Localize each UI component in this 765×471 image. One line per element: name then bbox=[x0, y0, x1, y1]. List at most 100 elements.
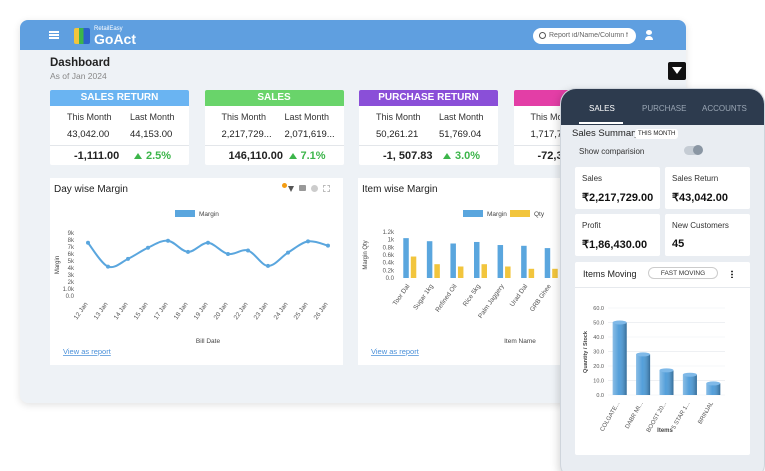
point bbox=[326, 243, 330, 248]
logo-small: RetailEasy bbox=[94, 26, 123, 32]
point bbox=[206, 240, 210, 245]
change: 7.1% bbox=[288, 150, 326, 162]
y-tick-label: 6k bbox=[68, 252, 75, 258]
bar bbox=[450, 243, 456, 278]
y-tick-label: 20.0 bbox=[593, 364, 604, 370]
more-menu[interactable] bbox=[731, 270, 733, 278]
phone-header bbox=[561, 89, 764, 125]
this-month-value: 2,217,729... bbox=[221, 129, 272, 140]
kpi-tile: Profit ₹1,86,430.00 bbox=[575, 214, 660, 256]
view-report-link[interactable]: View as report bbox=[63, 347, 112, 356]
difference: -72,3 bbox=[537, 150, 563, 162]
bar bbox=[505, 266, 511, 278]
logo: GoAct bbox=[94, 31, 136, 47]
tab[interactable]: ACCOUNTS bbox=[702, 104, 747, 113]
y-tick-label: 1.2k bbox=[383, 230, 395, 236]
decoration bbox=[311, 185, 318, 192]
kpi-tile: New Customers 45 bbox=[665, 214, 750, 256]
chart-title: Day wise Margin bbox=[54, 184, 128, 195]
kpi-value: ₹43,042.00 bbox=[672, 192, 728, 204]
decoration bbox=[672, 67, 682, 74]
kpi-value: ₹2,217,729.00 bbox=[582, 192, 654, 204]
bar bbox=[457, 266, 464, 278]
y-tick-label: 30.0 bbox=[593, 350, 604, 356]
bar-shade bbox=[706, 383, 721, 395]
tab[interactable]: SALES bbox=[589, 104, 615, 113]
page-title: Dashboard bbox=[50, 57, 111, 69]
point bbox=[146, 245, 150, 250]
bar bbox=[552, 268, 558, 278]
y-tick-label: 10.0 bbox=[593, 379, 604, 385]
card-header: PURCHASE RETURN bbox=[359, 90, 498, 106]
decoration bbox=[282, 183, 287, 188]
tab-indicator bbox=[579, 122, 623, 124]
y-tick-label: 0.0 bbox=[596, 393, 604, 399]
point bbox=[86, 240, 90, 245]
x-tick-label: GRB Ghee bbox=[529, 283, 553, 313]
point bbox=[106, 264, 110, 269]
card-label: Last Month bbox=[130, 112, 175, 122]
x-tick-label: Rice 5kg bbox=[462, 283, 482, 308]
y-tick-label: 7k bbox=[68, 245, 75, 251]
user-icon[interactable] bbox=[645, 30, 653, 40]
bar bbox=[410, 256, 417, 278]
y-axis-title: Margin Qty bbox=[363, 240, 369, 269]
bar bbox=[544, 248, 551, 278]
search-placeholder: Report id/Name/Column f bbox=[549, 32, 628, 39]
kpi-value: 45 bbox=[672, 238, 685, 250]
decoration bbox=[288, 186, 294, 192]
bar-top bbox=[659, 368, 674, 373]
kpi-value: ₹1,86,430.00 bbox=[582, 239, 648, 251]
chart-tools[interactable] bbox=[282, 183, 332, 193]
x-tick-label: 22 Jan bbox=[233, 301, 250, 321]
legend-swatch bbox=[463, 210, 483, 217]
summary-title: Sales Summary bbox=[572, 128, 640, 139]
this-month-value: 43,042.00 bbox=[67, 129, 110, 140]
y-axis-title: Quantity / Stock bbox=[583, 330, 589, 373]
card-label: This Mont bbox=[530, 112, 571, 122]
bar bbox=[403, 238, 409, 278]
items-title: Items Moving bbox=[583, 269, 637, 279]
legend-label: Margin bbox=[487, 211, 507, 218]
search-box[interactable] bbox=[533, 28, 636, 44]
x-axis-title: Item Name bbox=[504, 338, 536, 345]
x-tick-label: 14 Jan bbox=[113, 301, 130, 321]
search-icon bbox=[539, 32, 546, 39]
point bbox=[186, 249, 190, 254]
y-tick-label: 0.6k bbox=[383, 253, 395, 259]
decoration bbox=[645, 36, 653, 40]
x-tick-label: Toor Dal bbox=[392, 283, 412, 307]
bar bbox=[528, 268, 535, 278]
filter-dropdown[interactable]: FAST MOVING bbox=[648, 267, 718, 279]
bar bbox=[434, 264, 440, 278]
bar-chart: 0.0 10.0 20.0 30.0 40.0 50.0 60.0 COLGATE... DAB… bbox=[583, 306, 725, 434]
view-report-link[interactable]: View as report bbox=[371, 347, 420, 356]
y-tick-label: 0.4k bbox=[383, 261, 395, 267]
y-tick-label: 5k bbox=[68, 259, 75, 265]
x-tick-label: 20 Jan bbox=[213, 301, 230, 321]
y-tick-label: 9k bbox=[68, 231, 75, 237]
y-axis-title: Margin bbox=[55, 256, 61, 274]
x-tick-label: 13 Jan bbox=[93, 301, 110, 321]
decoration bbox=[646, 30, 652, 35]
y-tick-label: 3k bbox=[68, 273, 75, 279]
tab[interactable]: PURCHASE bbox=[642, 104, 687, 113]
x-axis-title: Bill Date bbox=[196, 338, 221, 345]
y-tick-label: 0.0 bbox=[386, 276, 395, 282]
y-tick-label: 0.8k bbox=[383, 245, 395, 251]
x-tick-label: 24 Jan bbox=[273, 301, 290, 321]
y-tick-label: 40.0 bbox=[593, 335, 604, 341]
kpi-label: Sales Return bbox=[672, 174, 719, 183]
x-tick-label: Urad Dal bbox=[509, 283, 530, 308]
x-axis-title: Items bbox=[657, 428, 673, 434]
card-label: Last Month bbox=[284, 112, 330, 122]
logo-icon bbox=[74, 28, 90, 44]
filter-button[interactable] bbox=[668, 62, 686, 80]
chart-title: Item wise Margin bbox=[362, 184, 438, 195]
bar-top bbox=[612, 320, 627, 325]
chart-panel: Item wise Margin 0.0 0.2k 0.4k 0.6k 0.8k 1k 1.… bbox=[358, 178, 588, 365]
y-tick-label: 60.0 bbox=[593, 306, 604, 312]
legend-label: Qty bbox=[534, 211, 545, 218]
menu-button[interactable] bbox=[49, 31, 59, 39]
